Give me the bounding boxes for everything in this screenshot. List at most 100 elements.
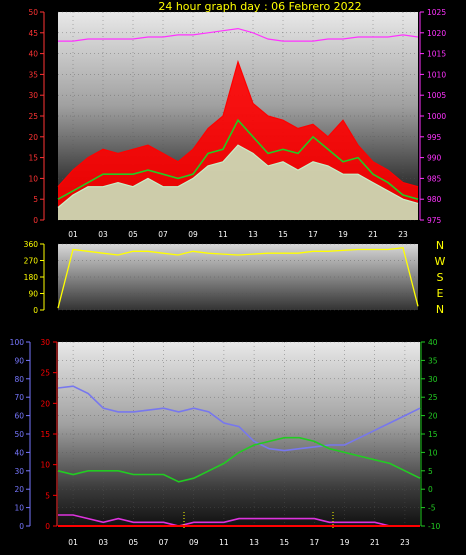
series-wind_speed-area	[58, 145, 418, 220]
temp-x-tick-label: 21	[370, 538, 380, 547]
wind-left-tick-label: 20	[28, 133, 38, 142]
humidity-tick-label: 60	[14, 412, 24, 421]
wind-right-tick-label: 1010	[427, 70, 446, 79]
wind-left-tick-label: 30	[28, 91, 38, 100]
wind-left-tick-label: 45	[28, 29, 38, 38]
rain-tick-label: 0	[45, 522, 50, 531]
temp-right-tick-label: 35	[428, 356, 438, 365]
humidity-tick-label: 80	[14, 375, 24, 384]
wind-axis-ticks: 0510152025303540455097598098599099510001…	[28, 8, 446, 239]
wind-left-tick-label: 10	[28, 174, 38, 183]
direction-series	[57, 246, 419, 309]
rain-tick-label: 25	[40, 369, 50, 378]
temp-right-tick-label: -10	[428, 522, 440, 531]
rain-tick-label: 10	[40, 461, 50, 470]
temp-right-tick-label: -5	[428, 504, 436, 513]
wind-x-tick-label: 19	[338, 230, 348, 239]
wind-right-tick-label: 985	[427, 174, 442, 183]
wind-right-tick-label: 1020	[427, 29, 446, 38]
wind-left-tick-label: 25	[28, 112, 38, 121]
wind-x-tick-label: 17	[308, 230, 318, 239]
humidity-tick-label: 100	[10, 338, 25, 347]
temp-x-tick-label: 03	[98, 538, 108, 547]
temp-right-tick-label: 15	[428, 430, 438, 439]
wind-x-tick-label: 07	[158, 230, 168, 239]
temp-right-tick-label: 25	[428, 393, 438, 402]
humidity-tick-label: 70	[14, 393, 24, 402]
humidity-tick-label: 40	[14, 448, 24, 457]
temp-x-tick-label: 09	[189, 538, 199, 547]
wind-right-tick-label: 995	[427, 133, 442, 142]
direction-gridlines	[58, 243, 418, 311]
temp-right-tick-label: 10	[428, 448, 438, 457]
series-dewpoint	[58, 514, 420, 527]
rain-tick-label: 30	[40, 338, 50, 347]
wind-left-tick-label: 5	[33, 195, 38, 204]
wind-x-tick-label: 01	[68, 230, 78, 239]
temp-x-tick-label: 19	[340, 538, 350, 547]
wind-right-tick-label: 1000	[427, 112, 446, 121]
series-direction	[57, 246, 419, 309]
direction-tick-label: 360	[24, 240, 39, 249]
temp-right-tick-label: 40	[428, 338, 438, 347]
humidity-tick-label: 30	[14, 467, 24, 476]
humidity-tick-label: 0	[19, 522, 24, 531]
temp-x-tick-label: 07	[159, 538, 169, 547]
direction-tick-label: 270	[24, 257, 39, 266]
compass-label: N	[436, 239, 444, 252]
compass-label: W	[435, 255, 446, 268]
series-wind_gust	[57, 59, 419, 188]
temp-x-tick-label: 15	[279, 538, 289, 547]
wind-x-tick-label: 09	[188, 230, 198, 239]
temp-right-tick-label: 20	[428, 412, 438, 421]
temp-x-tick-label: 05	[129, 538, 139, 547]
wind-x-tick-label: 11	[218, 230, 228, 239]
chart-title: 24 hour graph day : 06 Febrero 2022	[158, 0, 361, 13]
temp-axis-ticks: 0102030405060708090100051015202530-10-50…	[10, 338, 441, 547]
wind-right-tick-label: 1025	[427, 8, 446, 17]
wind-right-tick-label: 975	[427, 216, 442, 225]
series-wind_avg	[57, 118, 419, 200]
temp-x-tick-label: 01	[68, 538, 78, 547]
direction-tick-label: 90	[28, 290, 38, 299]
humidity-tick-label: 90	[14, 356, 24, 365]
wind-x-tick-label: 15	[278, 230, 288, 239]
temp-x-tick-label: 23	[400, 538, 410, 547]
temp-right-tick-label: 0	[428, 485, 433, 494]
series-wind_speed	[57, 144, 419, 208]
wind-x-tick-label: 03	[98, 230, 108, 239]
series-humidity	[57, 385, 421, 452]
temp-x-tick-label: 13	[249, 538, 259, 547]
wind-left-tick-label: 50	[28, 8, 38, 17]
wind-left-tick-label: 0	[33, 216, 38, 225]
wind-right-tick-label: 1005	[427, 91, 446, 100]
wind-right-tick-label: 1015	[427, 50, 446, 59]
humidity-tick-label: 20	[14, 485, 24, 494]
temp-right-tick-label: 30	[428, 375, 438, 384]
wind-left-tick-label: 40	[28, 50, 38, 59]
wind-series	[57, 27, 419, 221]
wind-x-tick-label: 05	[128, 230, 138, 239]
wind-x-tick-label: 23	[398, 230, 408, 239]
compass-label: S	[437, 271, 444, 284]
rain-tick-label: 20	[40, 399, 50, 408]
temp-x-tick-label: 11	[219, 538, 229, 547]
temp-humidity-chart: 0102030405060708090100051015202530-10-50…	[10, 338, 441, 547]
compass-label: N	[436, 303, 444, 316]
temp-right-tick-label: 5	[428, 467, 433, 476]
wind-left-tick-label: 15	[28, 154, 38, 163]
humidity-tick-label: 10	[14, 504, 24, 513]
direction-tick-label: 0	[33, 306, 38, 315]
wind-left-tick-label: 35	[28, 70, 38, 79]
temp-series	[57, 385, 421, 527]
rain-tick-label: 5	[45, 491, 50, 500]
humidity-tick-label: 50	[14, 430, 24, 439]
series-pressure	[58, 27, 419, 42]
temp-x-tick-label: 17	[310, 538, 320, 547]
series-temp_outdoor	[57, 436, 421, 483]
direction-axis-ticks: 0 90 180 270 360	[24, 240, 44, 315]
wind-right-tick-label: 990	[427, 154, 442, 163]
